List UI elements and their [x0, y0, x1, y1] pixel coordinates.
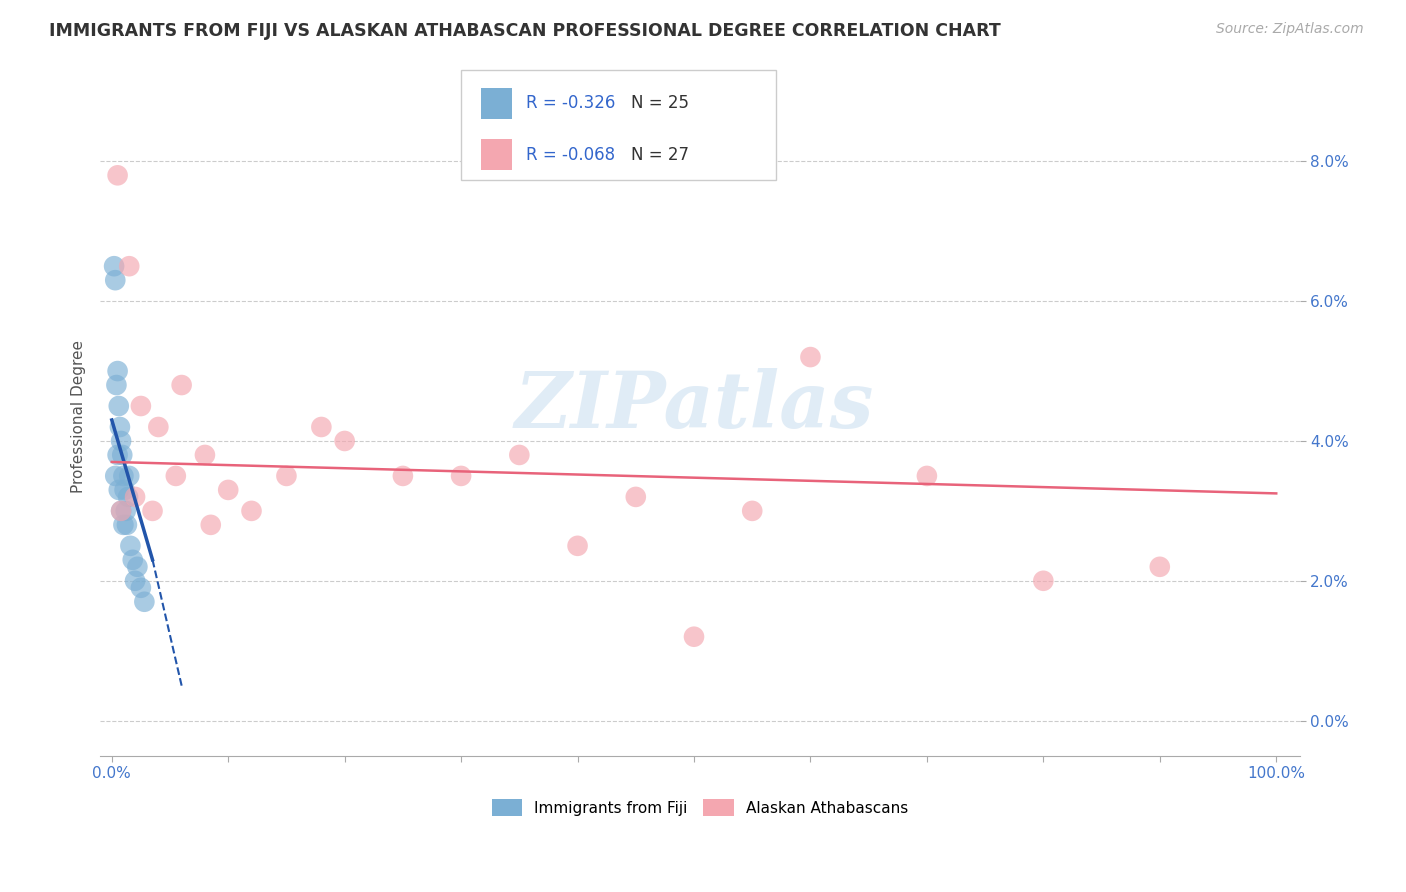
- Point: [115, 517, 138, 532]
- Point: [112, 469, 135, 483]
- Point: [194, 448, 217, 462]
- Text: N = 27: N = 27: [631, 146, 689, 164]
- Y-axis label: Professional Degree: Professional Degree: [72, 340, 86, 493]
- Point: [118, 469, 141, 483]
- Point: [110, 434, 132, 448]
- Point: [107, 483, 129, 497]
- Point: [120, 539, 142, 553]
- Point: [134, 595, 156, 609]
- Point: [217, 483, 239, 497]
- Point: [129, 399, 152, 413]
- Point: [124, 574, 146, 588]
- Point: [240, 504, 263, 518]
- Text: Source: ZipAtlas.com: Source: ZipAtlas.com: [1216, 22, 1364, 37]
- Point: [118, 259, 141, 273]
- Point: [624, 490, 647, 504]
- Point: [1149, 559, 1171, 574]
- Point: [170, 378, 193, 392]
- Text: R = -0.326: R = -0.326: [526, 95, 616, 112]
- Point: [114, 504, 136, 518]
- Point: [110, 504, 132, 518]
- Point: [200, 517, 222, 532]
- Point: [108, 420, 131, 434]
- Point: [107, 169, 129, 183]
- Point: [508, 448, 530, 462]
- Point: [165, 469, 187, 483]
- Point: [567, 539, 589, 553]
- Point: [683, 630, 706, 644]
- Point: [110, 504, 132, 518]
- Point: [107, 364, 129, 378]
- Point: [121, 553, 143, 567]
- Point: [311, 420, 333, 434]
- Text: N = 25: N = 25: [631, 95, 689, 112]
- Point: [450, 469, 472, 483]
- Point: [112, 517, 135, 532]
- Point: [392, 469, 415, 483]
- Point: [103, 259, 125, 273]
- Point: [1032, 574, 1054, 588]
- Point: [141, 504, 163, 518]
- Point: [276, 469, 298, 483]
- Point: [127, 559, 149, 574]
- Point: [111, 448, 134, 462]
- Point: [104, 273, 127, 287]
- Point: [129, 581, 152, 595]
- Point: [124, 490, 146, 504]
- Point: [107, 448, 129, 462]
- Point: [799, 350, 821, 364]
- Point: [117, 490, 139, 504]
- Point: [741, 504, 763, 518]
- Text: IMMIGRANTS FROM FIJI VS ALASKAN ATHABASCAN PROFESSIONAL DEGREE CORRELATION CHART: IMMIGRANTS FROM FIJI VS ALASKAN ATHABASC…: [49, 22, 1001, 40]
- Point: [104, 469, 127, 483]
- Point: [915, 469, 938, 483]
- Legend: Immigrants from Fiji, Alaskan Athabascans: Immigrants from Fiji, Alaskan Athabascan…: [485, 793, 914, 822]
- Point: [333, 434, 356, 448]
- Text: ZIPatlas: ZIPatlas: [515, 368, 873, 444]
- Text: R = -0.068: R = -0.068: [526, 146, 614, 164]
- Point: [114, 483, 136, 497]
- Point: [105, 378, 128, 392]
- Point: [107, 399, 129, 413]
- Point: [148, 420, 170, 434]
